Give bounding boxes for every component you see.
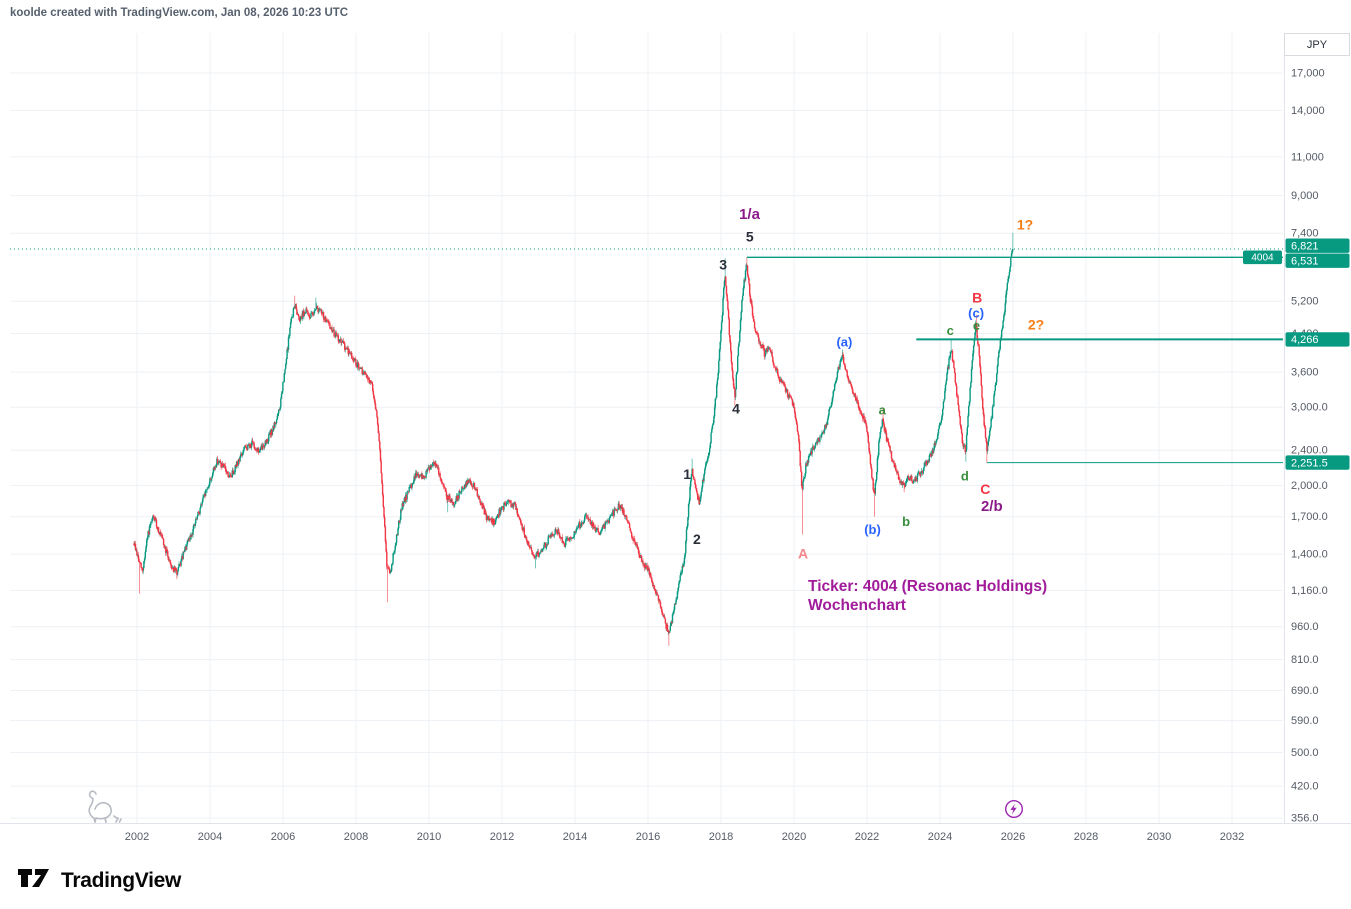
ticker-annotation[interactable]: Ticker: 4004 (Resonac Holdings) Wochench… — [808, 577, 1047, 615]
svg-text:1: 1 — [683, 466, 691, 482]
svg-text:5: 5 — [746, 229, 754, 245]
candlestick-series — [133, 232, 1014, 646]
svg-text:6,531: 6,531 — [1291, 256, 1319, 268]
price-badges: 6,821 6,531 4,266 2,251.5 — [1285, 238, 1350, 470]
svg-text:2002: 2002 — [125, 831, 149, 843]
svg-text:590.0: 590.0 — [1291, 715, 1319, 727]
svg-text:356.0: 356.0 — [1291, 812, 1319, 824]
svg-text:3,000.0: 3,000.0 — [1291, 402, 1328, 414]
svg-text:1?: 1? — [1017, 216, 1033, 232]
svg-text:11,000: 11,000 — [1291, 151, 1324, 163]
tradingview-brand-name[interactable]: TradingView — [61, 868, 182, 892]
footer: TradingView — [16, 864, 181, 897]
svg-text:2008: 2008 — [344, 831, 368, 843]
tradingview-logo-icon[interactable] — [16, 864, 52, 897]
ticker-annotation-line1: Ticker: 4004 (Resonac Holdings) — [808, 578, 1048, 595]
grid — [10, 33, 1283, 823]
svg-text:1,700.0: 1,700.0 — [1291, 511, 1328, 523]
ticker-annotation-line2: Wochenchart — [808, 597, 906, 614]
svg-text:1/a: 1/a — [739, 206, 761, 223]
svg-text:A: A — [798, 546, 808, 562]
svg-text:500.0: 500.0 — [1291, 747, 1319, 759]
svg-text:1,160.0: 1,160.0 — [1291, 585, 1328, 597]
svg-text:2024: 2024 — [928, 831, 952, 843]
svg-text:2?: 2? — [1028, 316, 1044, 332]
svg-text:3,600: 3,600 — [1291, 367, 1319, 379]
svg-text:4004: 4004 — [1251, 253, 1274, 264]
svg-text:(c): (c) — [968, 305, 984, 320]
dino-icon — [82, 786, 122, 829]
svg-text:420.0: 420.0 — [1291, 781, 1319, 793]
svg-text:9,000: 9,000 — [1291, 190, 1319, 202]
svg-text:17,000: 17,000 — [1291, 67, 1325, 79]
price-axis[interactable] — [1285, 56, 1351, 823]
svg-text:2016: 2016 — [636, 831, 660, 843]
svg-text:b: b — [902, 514, 910, 529]
svg-text:d: d — [961, 468, 969, 483]
horizontal-level-lines[interactable]: 4004 — [746, 250, 1283, 464]
svg-text:2026: 2026 — [1001, 831, 1025, 843]
svg-text:960.0: 960.0 — [1291, 621, 1319, 633]
svg-text:c: c — [947, 323, 954, 338]
time-axis-labels: 2002 2004 2006 2008 2010 2012 2014 2016 2018 2020… — [125, 831, 1244, 843]
svg-text:4: 4 — [732, 401, 740, 417]
svg-text:e: e — [973, 318, 980, 333]
svg-text:(b): (b) — [864, 522, 881, 537]
watermark-attribution: koolde created with TradingView.com, Jan… — [10, 7, 349, 19]
svg-text:2028: 2028 — [1074, 831, 1098, 843]
currency-unit-button[interactable]: JPY — [1284, 33, 1350, 56]
svg-text:2032: 2032 — [1220, 831, 1244, 843]
svg-text:4,266: 4,266 — [1291, 334, 1319, 346]
svg-text:2,400.0: 2,400.0 — [1291, 445, 1328, 457]
svg-text:2,251.5: 2,251.5 — [1291, 457, 1328, 469]
svg-text:690.0: 690.0 — [1291, 685, 1319, 697]
svg-text:5,200: 5,200 — [1291, 296, 1319, 308]
svg-text:810.0: 810.0 — [1291, 654, 1319, 666]
svg-text:2022: 2022 — [855, 831, 879, 843]
svg-text:C: C — [980, 481, 990, 497]
svg-text:(a): (a) — [836, 335, 852, 350]
svg-text:2030: 2030 — [1147, 831, 1171, 843]
svg-text:2006: 2006 — [271, 831, 295, 843]
svg-text:3: 3 — [719, 257, 727, 273]
time-axis[interactable] — [0, 824, 1283, 848]
svg-text:2018: 2018 — [709, 831, 733, 843]
lightning-events-icon[interactable] — [1004, 799, 1024, 824]
svg-text:14,000: 14,000 — [1291, 105, 1325, 117]
svg-text:2004: 2004 — [198, 831, 222, 843]
svg-text:6,821: 6,821 — [1291, 241, 1319, 253]
svg-text:2/b: 2/b — [981, 498, 1003, 515]
line-ticker-tag — [1243, 250, 1282, 265]
svg-text:2,000.0: 2,000.0 — [1291, 480, 1328, 492]
svg-text:2: 2 — [693, 531, 701, 547]
svg-text:B: B — [972, 290, 982, 306]
svg-text:2020: 2020 — [782, 831, 806, 843]
svg-text:7,400: 7,400 — [1291, 228, 1319, 240]
svg-text:2012: 2012 — [490, 831, 514, 843]
svg-text:2014: 2014 — [563, 831, 587, 843]
svg-text:1,400.0: 1,400.0 — [1291, 549, 1328, 561]
elliott-wave-labels[interactable]: 1/a 5 3 4 1 2 A (a) (b) a b c d e(c)B C2/b 1? 2? — [683, 206, 1044, 561]
svg-text:2010: 2010 — [417, 831, 441, 843]
svg-text:a: a — [879, 403, 887, 418]
